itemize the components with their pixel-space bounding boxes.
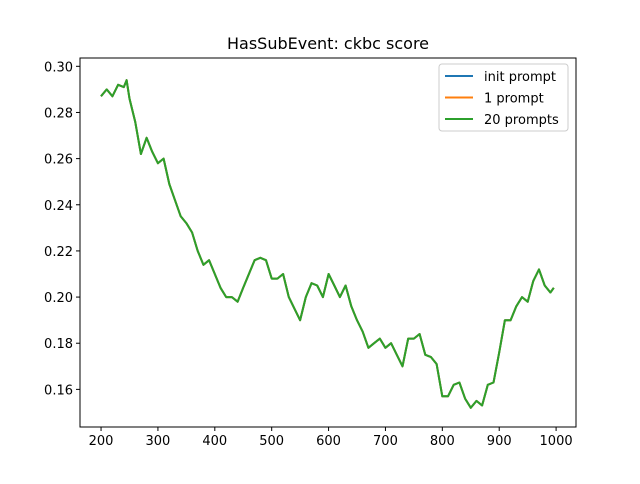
axes-layer: 200 300 400 500 600 700 800 900 1000 0.16 0.18 0.20…: [44, 57, 577, 449]
x-tick-label: 200: [89, 434, 114, 449]
legend-label-0: init prompt: [484, 70, 556, 85]
y-tick-label: 0.20: [44, 291, 73, 306]
x-tick-label: 1000: [540, 434, 573, 449]
legend-label-2: 20 prompts: [484, 113, 559, 128]
x-tick-label: 800: [430, 434, 455, 449]
x-tick-label: 300: [146, 434, 171, 449]
x-tick-label: 900: [487, 434, 512, 449]
chart-legend: init prompt 1 prompt 20 prompts: [438, 63, 569, 132]
x-tick-label: 400: [202, 434, 227, 449]
x-tick-label: 500: [259, 434, 284, 449]
series-line-2: [100, 79, 555, 409]
legend-box: [438, 63, 569, 132]
y-tick-label: 0.28: [44, 106, 73, 121]
y-tick-label: 0.16: [44, 383, 73, 398]
series-layer: [100, 79, 555, 409]
x-tick-label: 700: [373, 434, 398, 449]
legend-label-1: 1 prompt: [484, 92, 544, 107]
y-tick-label: 0.18: [44, 337, 73, 352]
chart-title: HasSubEvent: ckbc score: [227, 34, 429, 53]
plot-frame: [79, 57, 577, 428]
y-tick-label: 0.24: [44, 199, 73, 214]
y-tick-label: 0.26: [44, 153, 73, 168]
y-tick-label: 0.22: [44, 245, 73, 260]
x-tick-label: 600: [316, 434, 341, 449]
y-tick-label: 0.30: [44, 60, 73, 75]
